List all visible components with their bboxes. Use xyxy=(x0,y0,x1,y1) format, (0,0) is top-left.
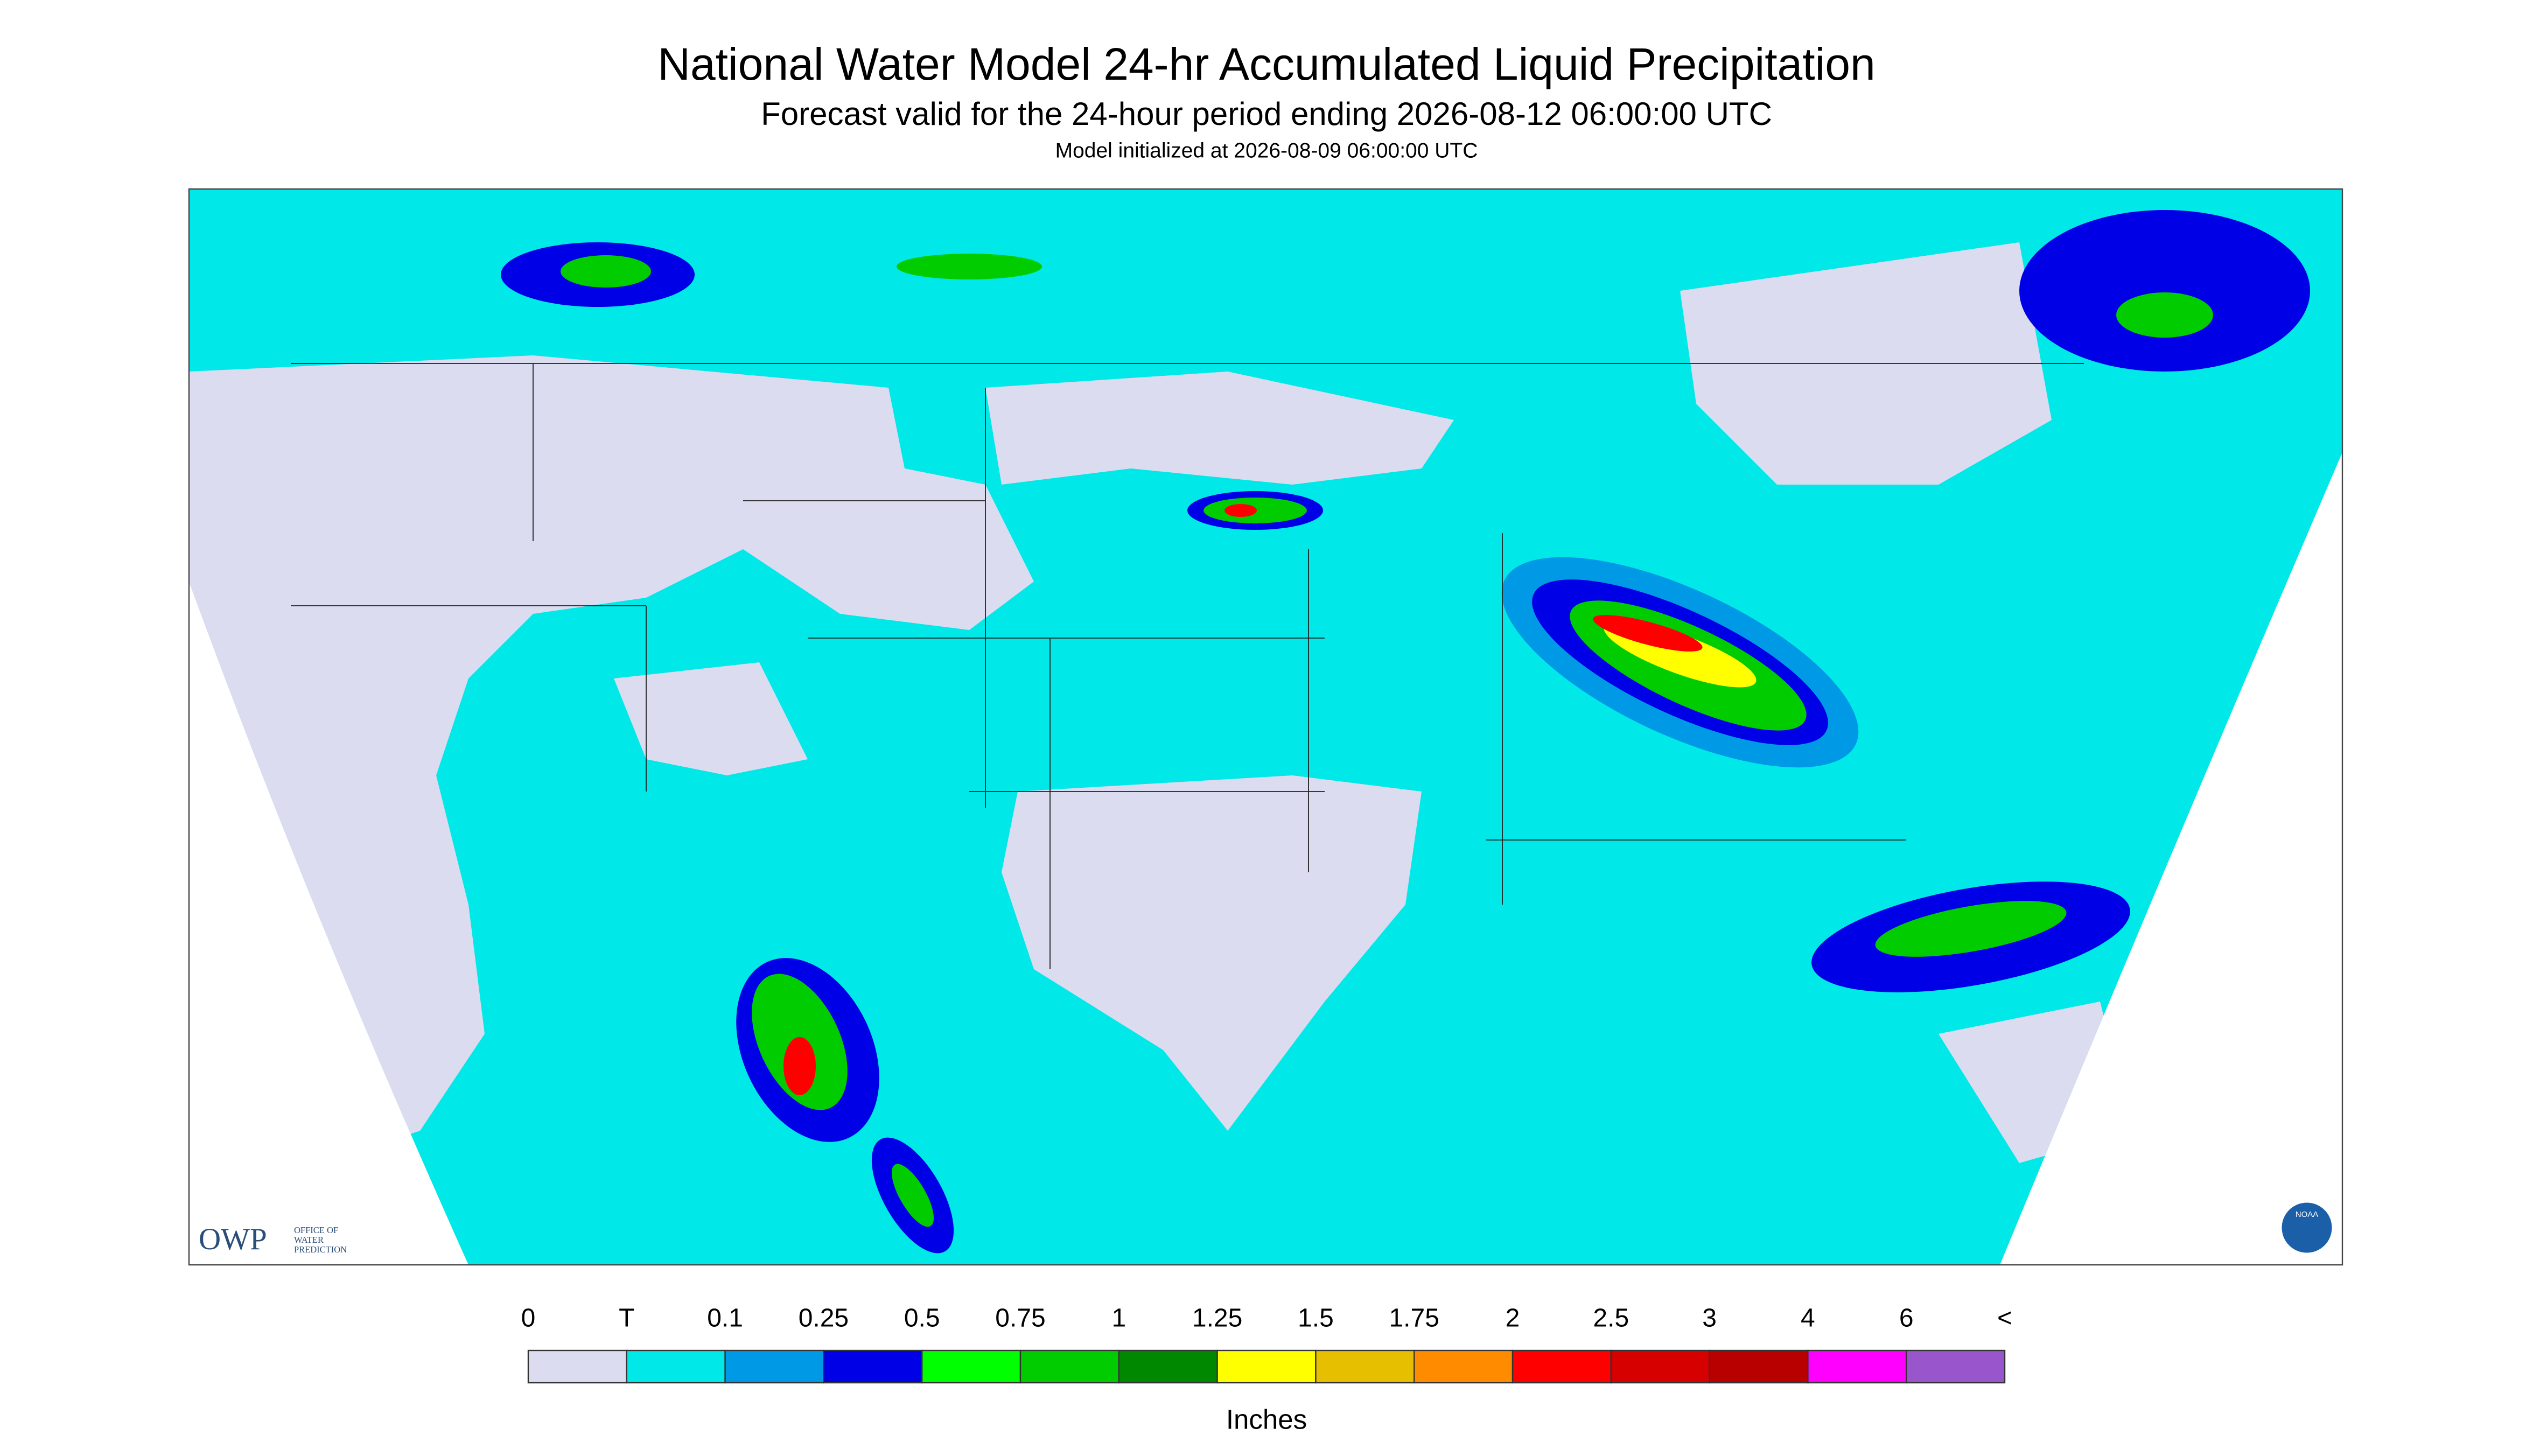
legend-swatch xyxy=(724,1349,824,1384)
precip-0.75 xyxy=(1875,901,2067,957)
legend-swatch xyxy=(1610,1349,1710,1384)
dry-area xyxy=(189,355,1034,1164)
subtitle: Forecast valid for the 24-hour period en… xyxy=(761,96,1772,132)
legend-swatch xyxy=(626,1349,726,1384)
legend-label: < xyxy=(1997,1304,2012,1333)
owp-logo: OWP xyxy=(199,1222,267,1256)
dry-area xyxy=(614,662,808,776)
legend-label: 3 xyxy=(1702,1304,1717,1333)
noaa-text: NOAA xyxy=(2296,1210,2319,1219)
legend-swatch xyxy=(1905,1349,2006,1384)
legend-label: 2 xyxy=(1506,1304,1520,1333)
legend-label: 0.75 xyxy=(995,1304,1045,1333)
legend: Inches 0 T 0.1 0.25 0.5 0.75 1 1.25 1.5 1.75 2 2.5 3… xyxy=(521,1304,2012,1435)
legend-swatch xyxy=(527,1349,628,1384)
precip-2 xyxy=(1593,615,1703,652)
legend-label: 1.75 xyxy=(1389,1304,1439,1333)
legend-swatch xyxy=(1512,1349,1612,1384)
legend-swatch xyxy=(1216,1349,1317,1384)
state-border xyxy=(291,363,2084,970)
precip-2 xyxy=(783,1037,816,1096)
legend-swatch xyxy=(1118,1349,1218,1384)
legend-swatch xyxy=(1315,1349,1415,1384)
precip-0.75 xyxy=(561,255,651,288)
legend-label: 0.25 xyxy=(799,1304,849,1333)
map-frame xyxy=(188,188,2343,1266)
legend-label: 4 xyxy=(1801,1304,1815,1333)
noaa-logo xyxy=(2280,1201,2334,1255)
title: National Water Model 24-hr Accumulated L… xyxy=(657,39,1875,89)
legend-label: 1.5 xyxy=(1298,1304,1334,1333)
dry-area xyxy=(1002,775,1422,1131)
legend-swatch xyxy=(921,1349,1021,1384)
legend-swatch xyxy=(823,1349,923,1384)
legend-swatch xyxy=(1709,1349,1809,1384)
legend-label: 0.1 xyxy=(707,1304,743,1333)
dry-area xyxy=(985,372,1454,485)
precip-0.75 xyxy=(897,254,1042,280)
init-time: Model initialized at 2026-08-09 06:00:00… xyxy=(1055,139,1478,162)
precip-0.25 xyxy=(2019,210,2310,372)
map: OWP OFFICE OF WATER PREDICTION NOAA xyxy=(188,188,2343,1266)
precip-0.75 xyxy=(2116,292,2213,338)
legend-label: 2.5 xyxy=(1593,1304,1629,1333)
legend-label: 6 xyxy=(1899,1304,1914,1333)
owp-text: PREDICTION xyxy=(294,1244,347,1255)
precip-2 xyxy=(1224,504,1257,517)
precip-0.75 xyxy=(892,1164,934,1227)
legend-label: 0.5 xyxy=(904,1304,940,1333)
legend-label: 1.25 xyxy=(1192,1304,1242,1333)
legend-label: T xyxy=(619,1304,634,1333)
legend-label: 0 xyxy=(521,1304,536,1333)
legend-swatch xyxy=(1019,1349,1120,1384)
owp-text: OFFICE OF xyxy=(294,1225,338,1235)
owp-text: WATER xyxy=(294,1235,324,1245)
legend-unit: Inches xyxy=(1226,1404,1307,1434)
legend-swatch xyxy=(1807,1349,1907,1384)
legend-label: 1 xyxy=(1111,1304,1126,1333)
legend-swatch xyxy=(1414,1349,1514,1384)
precip-field xyxy=(189,189,2342,1265)
